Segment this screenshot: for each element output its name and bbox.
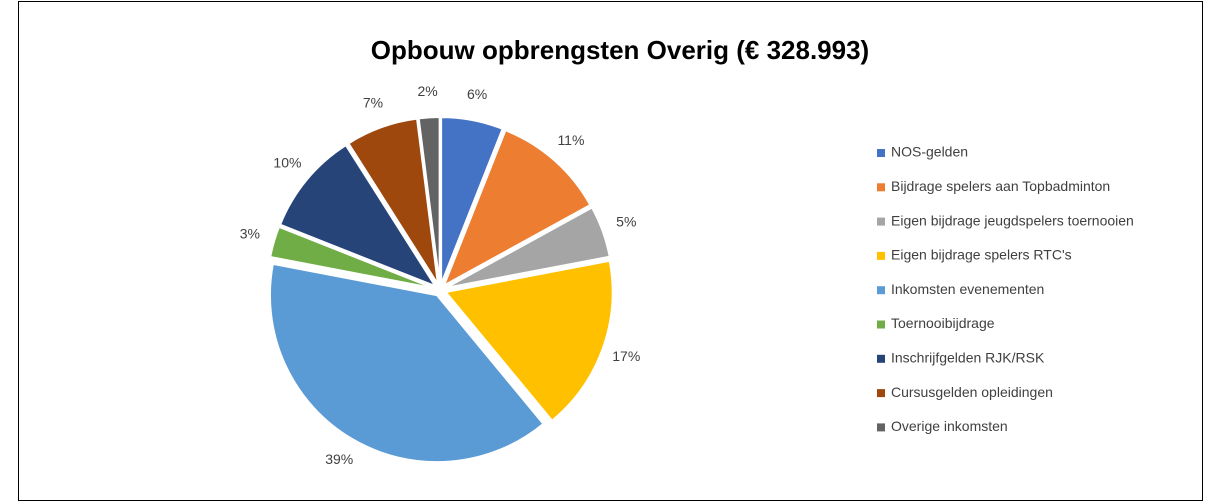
legend-label: Eigen bijdrage jeugdspelers toernooien xyxy=(891,212,1134,228)
legend-swatch xyxy=(877,217,885,226)
pie-slice xyxy=(445,206,611,289)
data-label: 5% xyxy=(616,214,636,230)
pie-slice xyxy=(269,225,435,290)
legend-swatch xyxy=(877,354,885,363)
pie-slice xyxy=(417,116,441,285)
legend-swatch xyxy=(877,423,885,432)
legend-swatch xyxy=(877,251,885,260)
data-label: 39% xyxy=(325,451,353,467)
data-label: 17% xyxy=(612,348,640,364)
chart-border xyxy=(18,1,1203,501)
legend-swatch xyxy=(877,149,885,157)
data-label: 3% xyxy=(240,225,260,241)
legend-label: Bijdrage spelers aan Topbadminton xyxy=(891,178,1110,194)
legend-label: Overige inkomsten xyxy=(891,418,1008,434)
legend-swatch xyxy=(877,389,885,398)
legend-label: NOS-gelden xyxy=(891,144,968,160)
data-label: 7% xyxy=(363,94,383,110)
legend-swatch xyxy=(877,286,885,295)
data-label: 11% xyxy=(557,132,584,148)
legend-swatch xyxy=(877,320,885,329)
pie-slice xyxy=(442,128,592,288)
legend-label: Cursusgelden opleidingen xyxy=(891,384,1053,400)
data-label: 6% xyxy=(467,86,487,102)
legend-label: Inschrijfgelden RJK/RSK xyxy=(891,350,1045,366)
legend-label: Toernooibijdrage xyxy=(891,315,995,331)
legend-swatch xyxy=(877,183,885,192)
pie-slice xyxy=(440,116,504,285)
data-label: 10% xyxy=(273,154,301,170)
pie-slice xyxy=(268,262,545,464)
legend-label: Eigen bijdrage spelers RTC's xyxy=(891,247,1072,263)
chart-title: Opbouw opbrengsten Overig (€ 328.993) xyxy=(371,35,869,65)
pie-slice xyxy=(347,117,439,285)
legend-label: Inkomsten evenementen xyxy=(891,281,1044,297)
pie-slice xyxy=(278,143,438,289)
pie-slice xyxy=(443,259,614,423)
data-label: 2% xyxy=(417,83,437,99)
